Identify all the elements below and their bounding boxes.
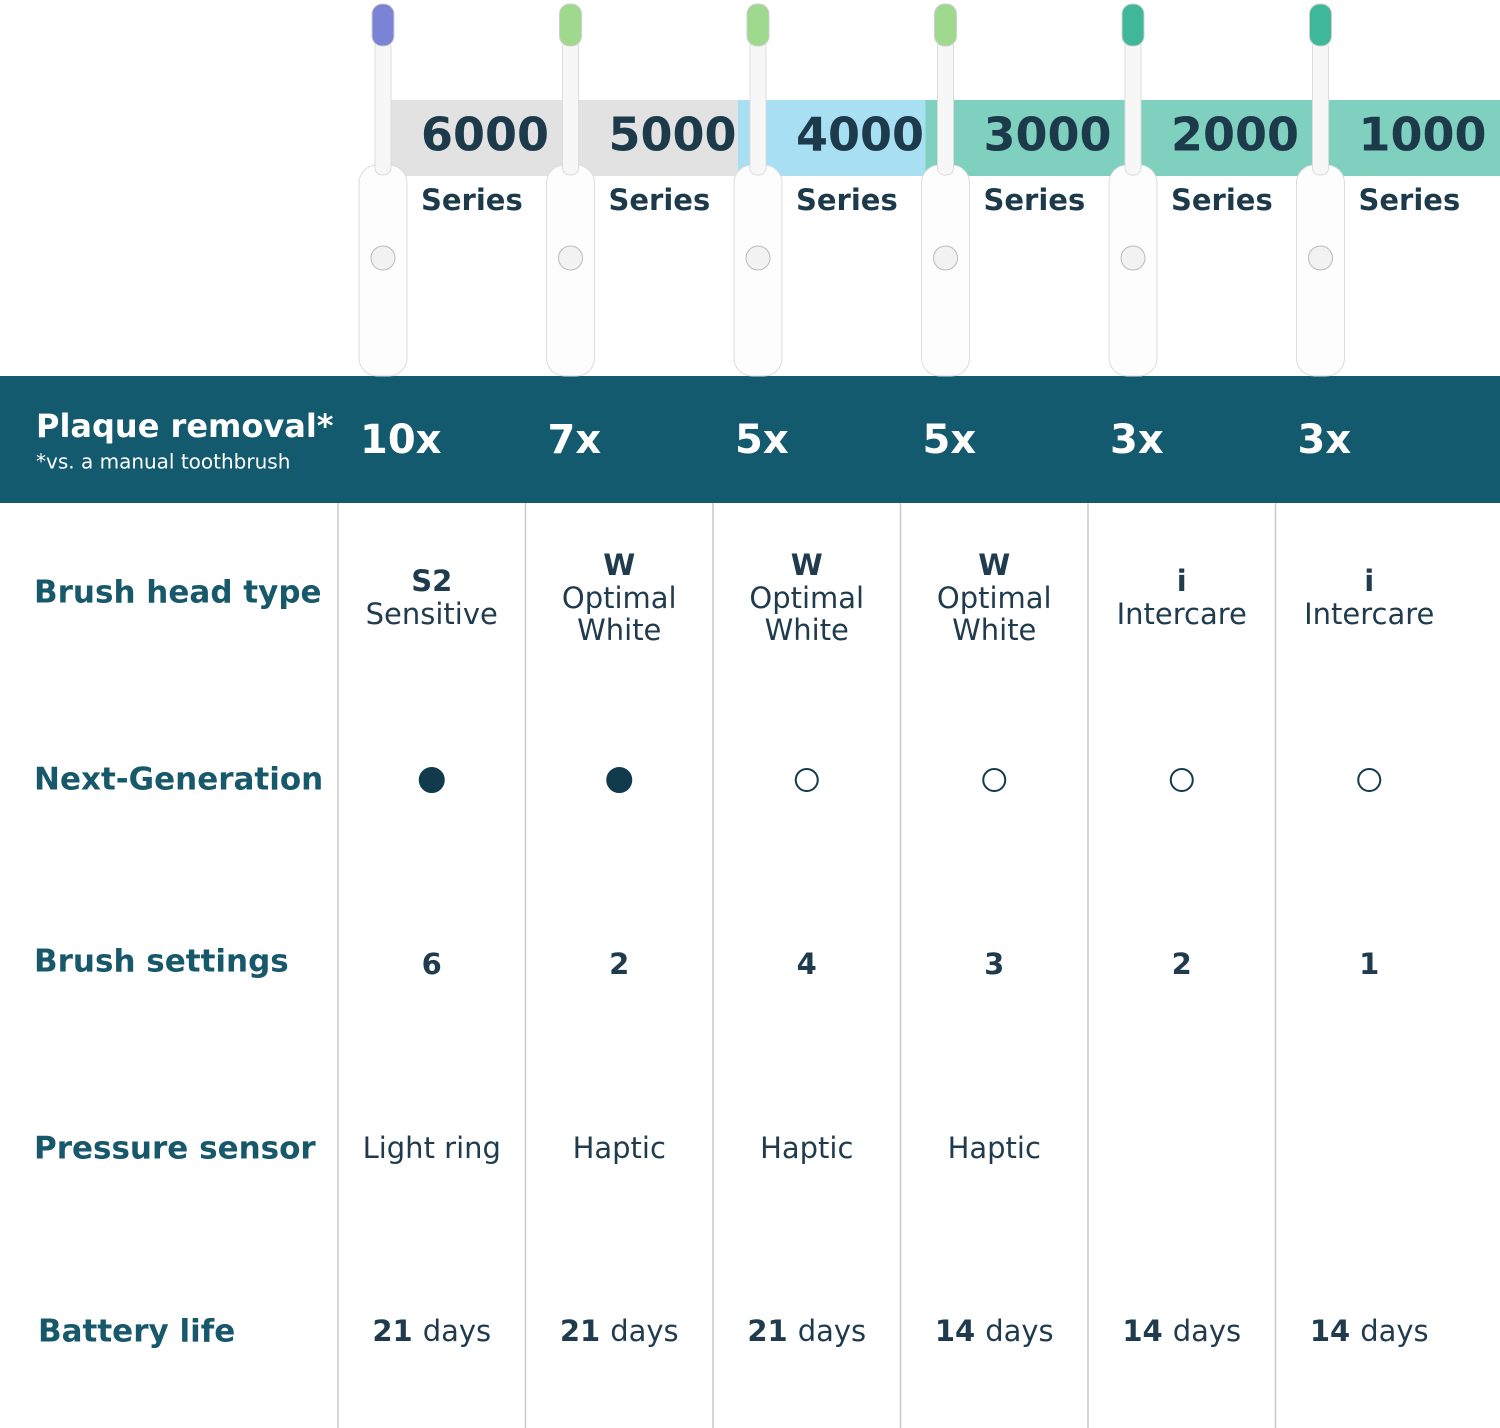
brush-neck — [937, 39, 954, 176]
brush-head — [559, 3, 582, 47]
settings-value: 1 — [1359, 947, 1379, 981]
battery-unit: days — [985, 1314, 1053, 1348]
next-gen-dot — [982, 768, 1007, 792]
brush-head-name: Optimal — [562, 581, 677, 615]
plaque-value: 5x — [735, 417, 789, 463]
battery-value: 21 days — [747, 1314, 866, 1348]
series-band — [550, 100, 760, 176]
series-number: 6000 — [421, 108, 549, 162]
battery-value: 21 days — [372, 1314, 491, 1348]
plaque-value: 5x — [923, 417, 977, 463]
battery-unit: days — [610, 1314, 678, 1348]
brush-head-name: Optimal — [749, 581, 864, 615]
plaque-note: *vs. a manual toothbrush — [36, 450, 290, 474]
brush-head — [746, 3, 770, 47]
series-word: Series — [796, 183, 898, 217]
brush-head-name: White — [952, 613, 1036, 647]
battery-number: 21 — [747, 1314, 787, 1348]
series-number: 5000 — [609, 108, 737, 162]
series-word: Series — [1171, 183, 1273, 217]
battery-number: 21 — [372, 1314, 412, 1348]
settings-value: 4 — [797, 947, 817, 981]
row-label: Brush settings — [34, 944, 289, 980]
series-number: 2000 — [1171, 108, 1299, 162]
battery-value: 14 days — [935, 1314, 1054, 1348]
pressure-value: Haptic — [573, 1131, 666, 1165]
plaque-label: Plaque removal* — [36, 407, 334, 445]
brush-neck — [1124, 39, 1142, 176]
brush-head-name: White — [577, 613, 661, 647]
brush-button — [745, 245, 771, 271]
brush-head-name: White — [765, 613, 849, 647]
series-band — [1300, 100, 1500, 176]
battery-unit: days — [798, 1314, 866, 1348]
brush-head-name: Intercare — [1117, 597, 1247, 631]
brush-neck — [562, 39, 579, 176]
series-number: 3000 — [984, 108, 1112, 162]
brush-head — [371, 3, 395, 47]
brush-head-code: W — [978, 548, 1010, 582]
brush-neck — [1312, 39, 1329, 176]
brush-button — [558, 245, 583, 271]
pressure-value: Light ring — [363, 1131, 501, 1165]
settings-value: 3 — [984, 947, 1004, 981]
series-word: Series — [984, 183, 1086, 217]
series-band — [1113, 100, 1323, 176]
brush-neck — [749, 39, 767, 176]
battery-number: 21 — [560, 1314, 600, 1348]
brush-head-code: S2 — [411, 564, 452, 598]
series-band — [738, 100, 948, 176]
brush-head — [1309, 3, 1332, 47]
brush-button — [1120, 245, 1146, 271]
battery-unit: days — [1173, 1314, 1241, 1348]
next-gen-dot — [1169, 768, 1194, 792]
next-gen-dot — [606, 767, 633, 793]
series-word: Series — [1359, 183, 1461, 217]
battery-value: 14 days — [1310, 1314, 1429, 1348]
next-gen-dot — [1357, 768, 1382, 792]
row-label: Pressure sensor — [34, 1131, 316, 1167]
settings-value: 2 — [609, 947, 629, 981]
row-label: Brush head type — [34, 575, 322, 611]
series-word: Series — [421, 183, 523, 217]
brush-head-name: Optimal — [937, 581, 1052, 615]
series-word: Series — [609, 183, 711, 217]
settings-value: 2 — [1172, 947, 1192, 981]
brush-head-name: Sensitive — [366, 597, 498, 631]
plaque-band — [0, 376, 1500, 503]
brush-head-code: i — [1177, 564, 1187, 598]
brush-head — [934, 3, 957, 47]
series-number: 1000 — [1359, 108, 1487, 162]
plaque-value: 7x — [548, 417, 602, 463]
pressure-value: Haptic — [760, 1131, 853, 1165]
brush-head-code: W — [791, 548, 823, 582]
plaque-value: 3x — [1110, 417, 1164, 463]
next-gen-dot — [418, 767, 445, 793]
brush-head — [1121, 3, 1145, 47]
series-band — [925, 100, 1135, 176]
next-gen-dot — [794, 768, 819, 792]
battery-unit: days — [1360, 1314, 1428, 1348]
plaque-value: 10x — [360, 417, 442, 463]
brush-button — [933, 245, 958, 271]
brush-neck — [374, 39, 392, 176]
brush-head-code: W — [603, 548, 635, 582]
battery-number: 14 — [1310, 1314, 1350, 1348]
series-number: 4000 — [796, 108, 924, 162]
brush-head-name: Intercare — [1304, 597, 1434, 631]
row-label: Next-Generation — [34, 762, 323, 798]
row-label: Battery life — [38, 1314, 235, 1350]
battery-number: 14 — [935, 1314, 975, 1348]
brush-button — [1308, 245, 1333, 271]
plaque-value: 3x — [1298, 417, 1352, 463]
battery-unit: days — [423, 1314, 491, 1348]
settings-value: 6 — [422, 947, 442, 981]
brush-head-code: i — [1364, 564, 1374, 598]
battery-number: 14 — [1122, 1314, 1162, 1348]
pressure-value: Haptic — [948, 1131, 1041, 1165]
battery-value: 21 days — [560, 1314, 679, 1348]
battery-value: 14 days — [1122, 1314, 1241, 1348]
brush-button — [370, 245, 396, 271]
